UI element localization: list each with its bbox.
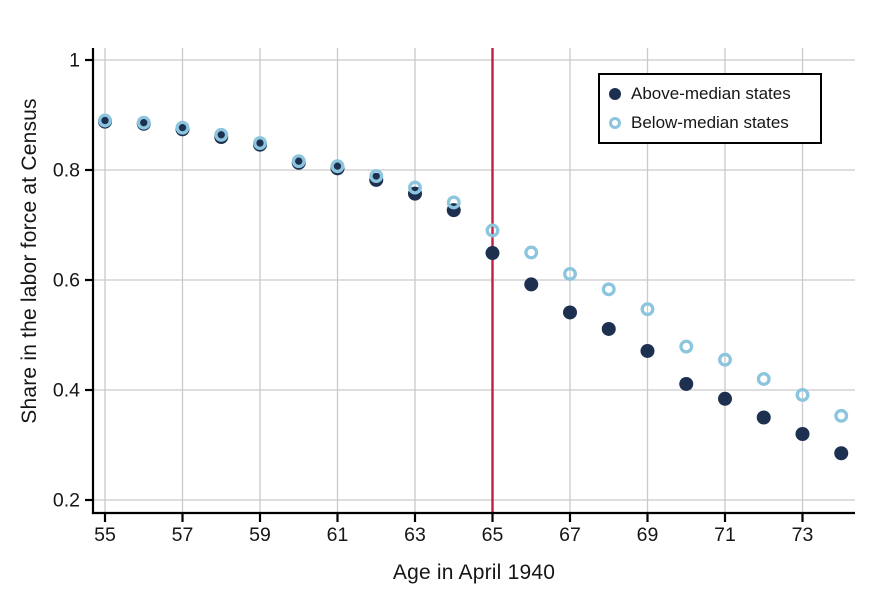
data-point-below-median (601, 282, 616, 297)
x-tick-label: 65 (482, 524, 504, 546)
x-tick-label: 73 (792, 524, 814, 546)
x-tick-label: 61 (327, 524, 349, 546)
x-tick-label: 59 (249, 524, 271, 546)
data-point-above-median (756, 410, 771, 425)
y-tick-label: 0.2 (53, 490, 80, 512)
data-point-above-median (563, 305, 577, 320)
data-point-below-median (408, 180, 422, 195)
data-point-below-median (524, 245, 539, 260)
data-point-below-median (834, 408, 849, 423)
x-tick-label: 67 (559, 524, 581, 546)
data-point-above-median (485, 246, 500, 261)
data-point-below-median (214, 127, 229, 142)
data-point-below-median (718, 352, 732, 367)
data-point-below-median (175, 120, 190, 135)
data-point-below-median (136, 115, 151, 130)
legend-label-below-median: Below-median states (631, 113, 789, 132)
data-point-above-median (795, 427, 810, 441)
data-point-above-median (834, 446, 849, 461)
y-axis-title: Share in the labor force at Census (18, 98, 41, 424)
data-point-below-median (640, 302, 655, 317)
data-point-below-median (756, 372, 771, 386)
data-point-below-median (679, 339, 694, 354)
x-axis-title: Age in April 1940 (392, 561, 556, 584)
y-tick-label: 0.8 (53, 160, 80, 182)
data-point-below-median (98, 113, 112, 128)
filled-circle-icon (609, 88, 621, 100)
data-point-below-median (369, 169, 384, 184)
data-point-below-median (291, 154, 306, 169)
data-point-below-median (563, 267, 577, 281)
data-point-below-median (485, 223, 500, 238)
legend-item-above-median: Above-median states (609, 84, 820, 104)
legend: Above-median states Below-median states (598, 73, 822, 144)
y-tick-label: 0.4 (53, 380, 80, 402)
data-point-above-median (679, 376, 694, 391)
x-tick-label: 69 (637, 524, 659, 546)
data-point-above-median (718, 391, 732, 406)
x-tick-label: 71 (714, 524, 736, 546)
x-tick-label: 63 (404, 524, 426, 546)
y-tick-label: 0.6 (53, 270, 80, 292)
data-point-below-median (253, 136, 267, 151)
data-point-below-median (446, 195, 461, 210)
data-point-above-median (524, 277, 539, 292)
y-tick-label: 1 (69, 50, 80, 72)
data-point-above-median (601, 321, 616, 336)
data-point-below-median (330, 159, 345, 174)
data-point-above-median (640, 343, 655, 358)
x-tick-label: 55 (94, 524, 116, 546)
legend-item-below-median: Below-median states (609, 113, 820, 133)
legend-label-above-median: Above-median states (631, 84, 791, 103)
x-tick-label: 57 (172, 524, 194, 546)
open-circle-icon (609, 117, 621, 129)
data-point-below-median (795, 388, 810, 402)
